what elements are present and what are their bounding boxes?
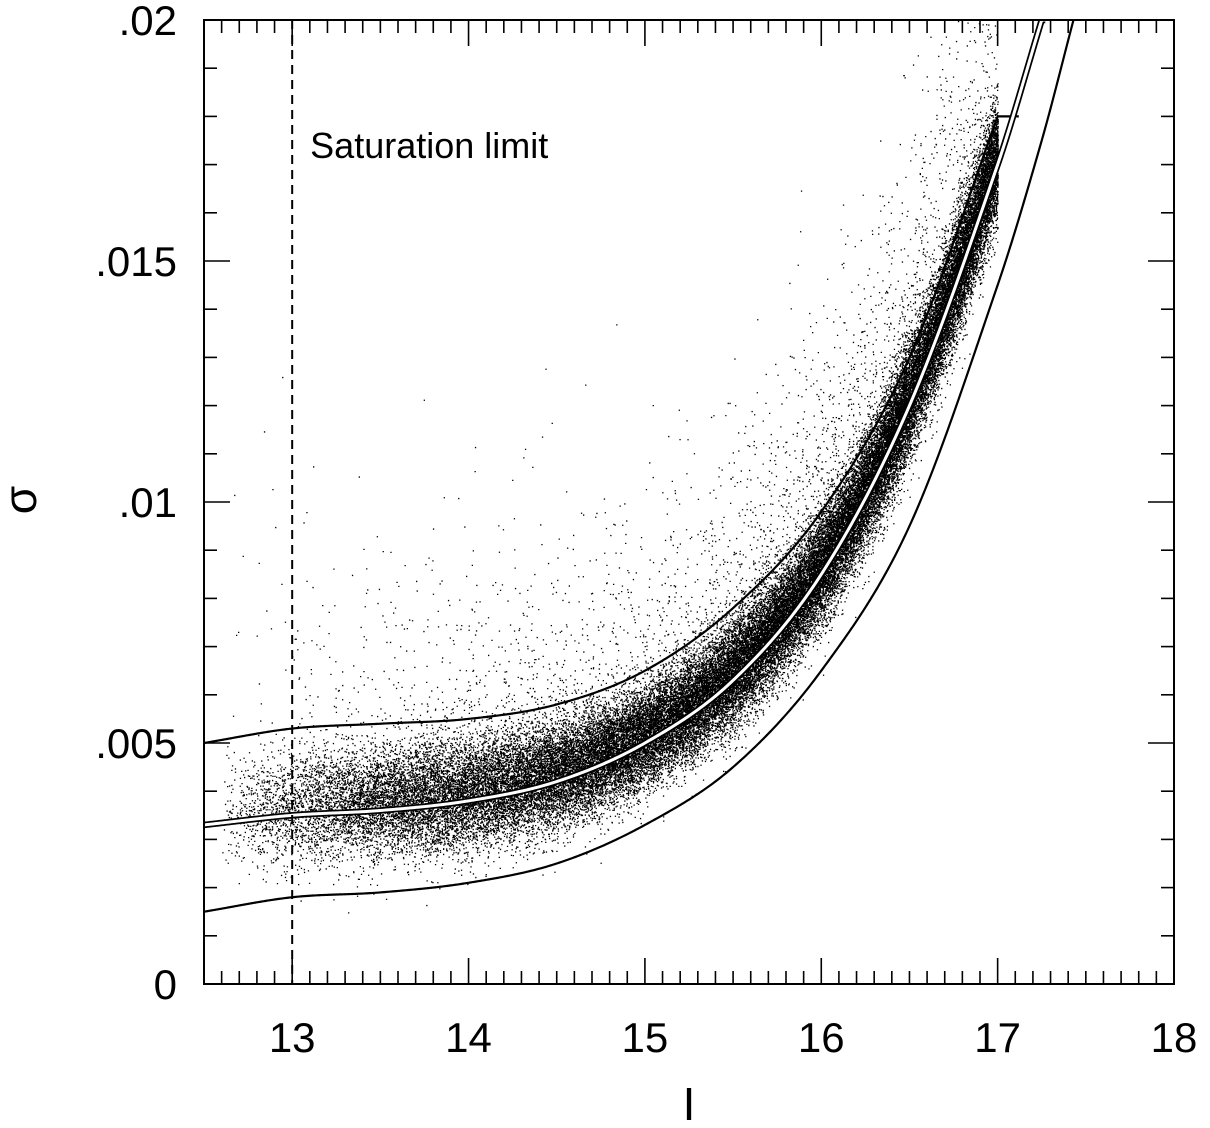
y-tick-label: 0 — [154, 961, 177, 1008]
y-tick-label: .015 — [95, 238, 177, 285]
y-tick-labels: 0 .005 .01 .015 .02 — [95, 0, 177, 1008]
x-tick-label: 17 — [974, 1014, 1021, 1061]
y-tick-label: .02 — [119, 0, 177, 44]
x-tick-label: 15 — [622, 1014, 669, 1061]
x-tick-label: 16 — [798, 1014, 845, 1061]
x-axis-label: I — [683, 1078, 696, 1128]
y-tick-label: .01 — [119, 479, 177, 526]
x-tick-label: 13 — [269, 1014, 316, 1061]
x-tick-label: 18 — [1151, 1014, 1198, 1061]
saturation-limit-label: Saturation limit — [310, 125, 548, 166]
y-tick-label: .005 — [95, 720, 177, 767]
x-tick-label: 14 — [445, 1014, 492, 1061]
x-tick-labels: 13 14 15 16 17 18 — [269, 1014, 1198, 1061]
y-axis-label: σ — [0, 486, 46, 514]
